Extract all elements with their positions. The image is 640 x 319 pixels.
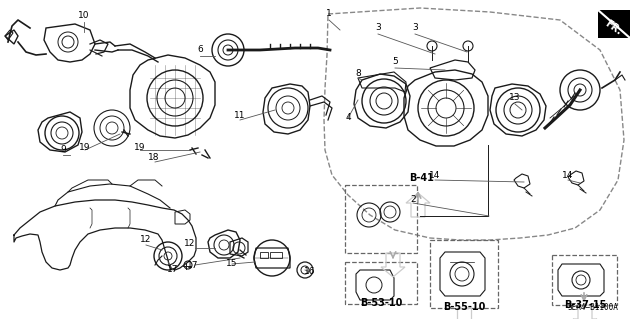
Text: 17: 17 — [167, 265, 179, 275]
Text: 10: 10 — [78, 11, 90, 20]
Text: B-53-10: B-53-10 — [360, 298, 402, 308]
Text: B-41: B-41 — [410, 173, 435, 183]
Text: B-55-10: B-55-10 — [443, 302, 485, 312]
Text: FR.: FR. — [603, 19, 623, 37]
Text: 4: 4 — [345, 114, 351, 122]
Text: 3: 3 — [375, 24, 381, 33]
Text: 2: 2 — [410, 196, 416, 204]
Text: 14: 14 — [429, 172, 441, 181]
Text: 16: 16 — [304, 268, 316, 277]
Text: SEA4−B1100A: SEA4−B1100A — [567, 303, 618, 312]
Text: 14: 14 — [563, 170, 573, 180]
Text: 13: 13 — [509, 93, 521, 102]
Text: 17: 17 — [188, 261, 199, 270]
Text: 18: 18 — [148, 153, 160, 162]
Text: 8: 8 — [355, 70, 361, 78]
Text: 6: 6 — [197, 46, 203, 55]
Text: 19: 19 — [134, 144, 146, 152]
Text: B-37-15: B-37-15 — [564, 300, 606, 310]
Text: 12: 12 — [184, 240, 196, 249]
Text: 19: 19 — [79, 144, 91, 152]
Text: 5: 5 — [392, 57, 398, 66]
Polygon shape — [598, 10, 630, 38]
Text: 3: 3 — [412, 24, 418, 33]
Text: 11: 11 — [234, 110, 246, 120]
Text: 15: 15 — [227, 259, 237, 269]
Text: 1: 1 — [326, 10, 332, 19]
Text: 12: 12 — [140, 235, 152, 244]
Text: 9: 9 — [60, 145, 66, 154]
